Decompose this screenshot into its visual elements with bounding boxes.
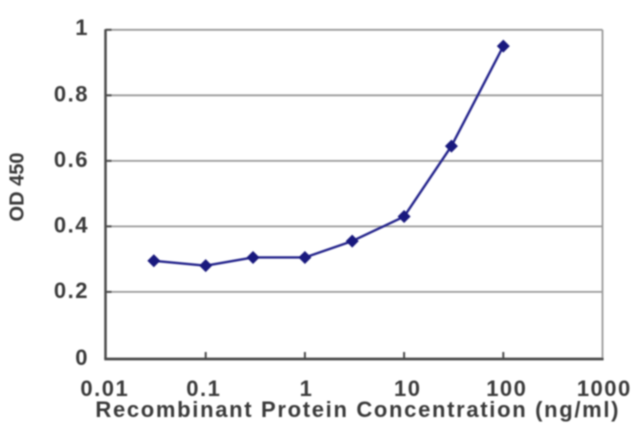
svg-text:0: 0 [75, 345, 89, 370]
svg-text:Recombinant Protein Concentrat: Recombinant Protein Concentration (ng/ml… [95, 397, 620, 422]
svg-text:0.4: 0.4 [54, 213, 89, 238]
svg-text:OD 450: OD 450 [7, 153, 29, 222]
svg-text:0.01: 0.01 [80, 376, 129, 401]
svg-text:0.6: 0.6 [54, 147, 89, 172]
svg-text:10: 10 [394, 376, 421, 401]
svg-text:0.2: 0.2 [54, 278, 89, 303]
svg-text:1: 1 [75, 15, 89, 40]
svg-text:0.1: 0.1 [186, 376, 221, 401]
svg-text:1: 1 [300, 376, 314, 401]
svg-text:100: 100 [486, 376, 527, 401]
svg-text:0.8: 0.8 [54, 82, 89, 107]
svg-text:1000: 1000 [577, 376, 632, 401]
